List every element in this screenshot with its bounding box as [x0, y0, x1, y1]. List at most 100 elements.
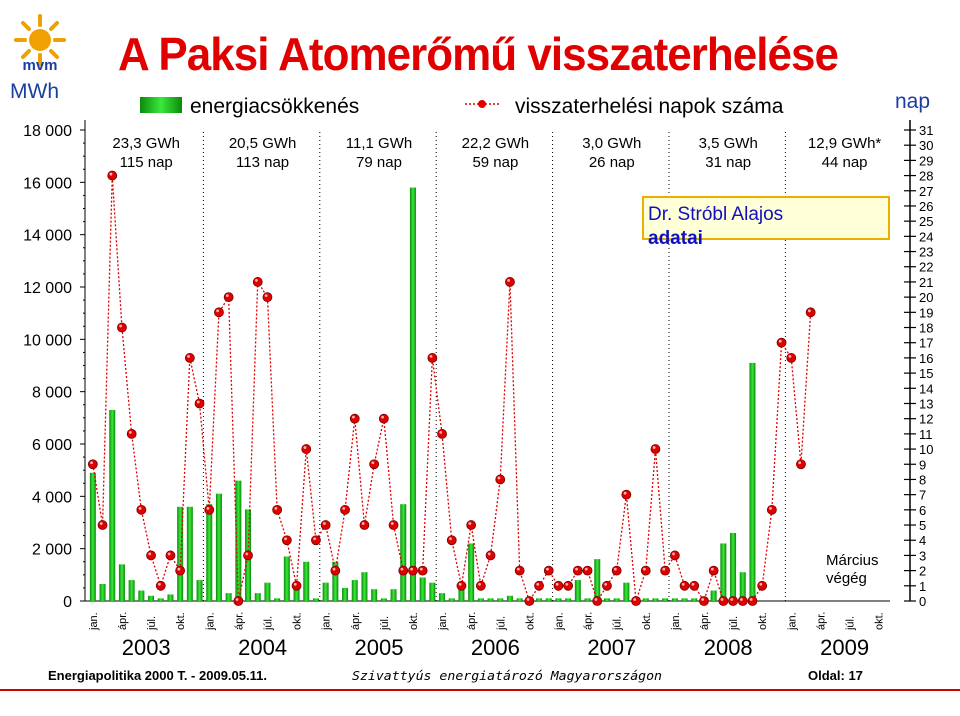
bar: [283, 556, 290, 601]
month-label: júl.: [262, 616, 274, 631]
month-label: jan.: [670, 612, 682, 631]
line-point-highlight: [90, 461, 93, 465]
bar: [264, 582, 271, 601]
line-point: [737, 596, 748, 606]
right-tick-label: 2: [919, 564, 926, 579]
right-tick-label: 5: [919, 518, 926, 533]
month-label: ápr.: [583, 612, 595, 630]
line-point: [233, 596, 244, 606]
line-point: [524, 596, 535, 606]
line-point-highlight: [497, 476, 501, 480]
right-tick-label: 1: [919, 579, 926, 594]
bar: [739, 572, 746, 601]
line-point-highlight: [449, 537, 452, 541]
line-point-highlight: [691, 582, 695, 586]
left-axis-ticks: 0 2 000 4 000 6 000 8 000 10 000 12 000 14 000 1…: [23, 123, 85, 611]
line-point: [621, 489, 632, 500]
bar: [516, 598, 523, 601]
line-point-highlight: [99, 522, 103, 525]
bar: [225, 593, 232, 601]
year-label: 2006: [471, 635, 520, 660]
bar: [594, 559, 601, 601]
bar: [642, 598, 649, 601]
sun-icon: [14, 14, 66, 66]
line-point: [728, 596, 738, 606]
line-point: [582, 565, 593, 576]
year-label: 2007: [587, 635, 636, 660]
line-point: [611, 565, 622, 576]
line-point-highlight: [196, 400, 200, 404]
logo-text: mvm: [22, 57, 57, 74]
legend-bar-label: energiacsökkenés: [190, 95, 359, 118]
left-tick-label: 0: [63, 594, 72, 611]
line-point: [398, 565, 409, 576]
line-point: [146, 550, 156, 561]
right-tick-label: 22: [919, 260, 933, 275]
marcius-note-line1: Március: [826, 552, 879, 569]
legend-line-label: visszaterhelési napok száma: [515, 95, 784, 118]
month-label: jan.: [437, 612, 449, 631]
month-label: jan.: [553, 612, 565, 631]
bar: [652, 598, 659, 601]
right-tick-label: 3: [919, 548, 926, 563]
line-point-highlight: [788, 355, 792, 358]
left-tick-label: 8 000: [32, 385, 72, 402]
month-label: júl.: [612, 616, 624, 631]
line-point: [359, 520, 370, 530]
line-point: [223, 292, 234, 303]
bar: [555, 598, 562, 601]
line-point: [640, 565, 651, 576]
source-box-frame: [642, 196, 890, 240]
annotation-nap: 31 nap: [705, 154, 751, 171]
bar: [138, 590, 145, 601]
bar: [565, 598, 572, 601]
left-tick-label: 14 000: [23, 228, 72, 245]
line-point: [340, 504, 350, 515]
line-point: [184, 353, 195, 363]
annotation-nap: 115 nap: [120, 154, 173, 171]
line-point-highlight: [623, 491, 627, 495]
right-tick-label: 21: [919, 275, 933, 290]
bar: [710, 590, 717, 601]
right-tick-label: 10: [919, 442, 933, 457]
line-point: [437, 428, 447, 439]
logo: mvm: [14, 14, 66, 74]
line-point-highlight: [546, 567, 549, 571]
line-point: [563, 580, 574, 591]
right-axis-ticks: 0123456789101112131415161718192021222324…: [904, 123, 933, 609]
line-point-highlight: [255, 279, 258, 282]
right-tick-label: 29: [919, 153, 933, 168]
right-tick-label: 25: [919, 214, 933, 229]
annotation-nap: 59 nap: [472, 154, 518, 171]
line-point-highlight: [332, 567, 336, 571]
bar: [506, 595, 513, 601]
line-point: [87, 459, 98, 470]
annotation-gwh: 3,0 GWh: [582, 135, 641, 152]
bar: [177, 506, 184, 601]
line-point-highlight: [759, 582, 763, 586]
bar: [380, 598, 387, 601]
bar: [196, 580, 203, 601]
right-tick-label: 18: [919, 321, 933, 336]
line-point: [553, 580, 564, 591]
month-label: ápr.: [466, 612, 478, 630]
right-tick-label: 28: [919, 169, 933, 184]
year-label: 2003: [122, 635, 171, 660]
bar: [109, 409, 116, 601]
line-point-highlight: [769, 506, 772, 510]
footer-left: Energiapolitika 2000 T. - 2009.05.11.: [48, 668, 267, 683]
line-point-highlight: [293, 582, 297, 586]
line-point-highlight: [109, 172, 113, 176]
legend-line-marker: [478, 100, 486, 108]
line-point-highlight: [487, 552, 491, 556]
line-point: [505, 277, 515, 287]
line-point: [194, 398, 205, 409]
line-point: [262, 292, 273, 303]
line-point-highlight: [565, 582, 569, 586]
line-point-highlight: [662, 567, 666, 571]
right-tick-label: 23: [919, 245, 933, 260]
bar: [730, 532, 737, 601]
line-point-highlight: [128, 430, 132, 434]
line-point-highlight: [313, 537, 317, 541]
bar: [118, 564, 125, 601]
